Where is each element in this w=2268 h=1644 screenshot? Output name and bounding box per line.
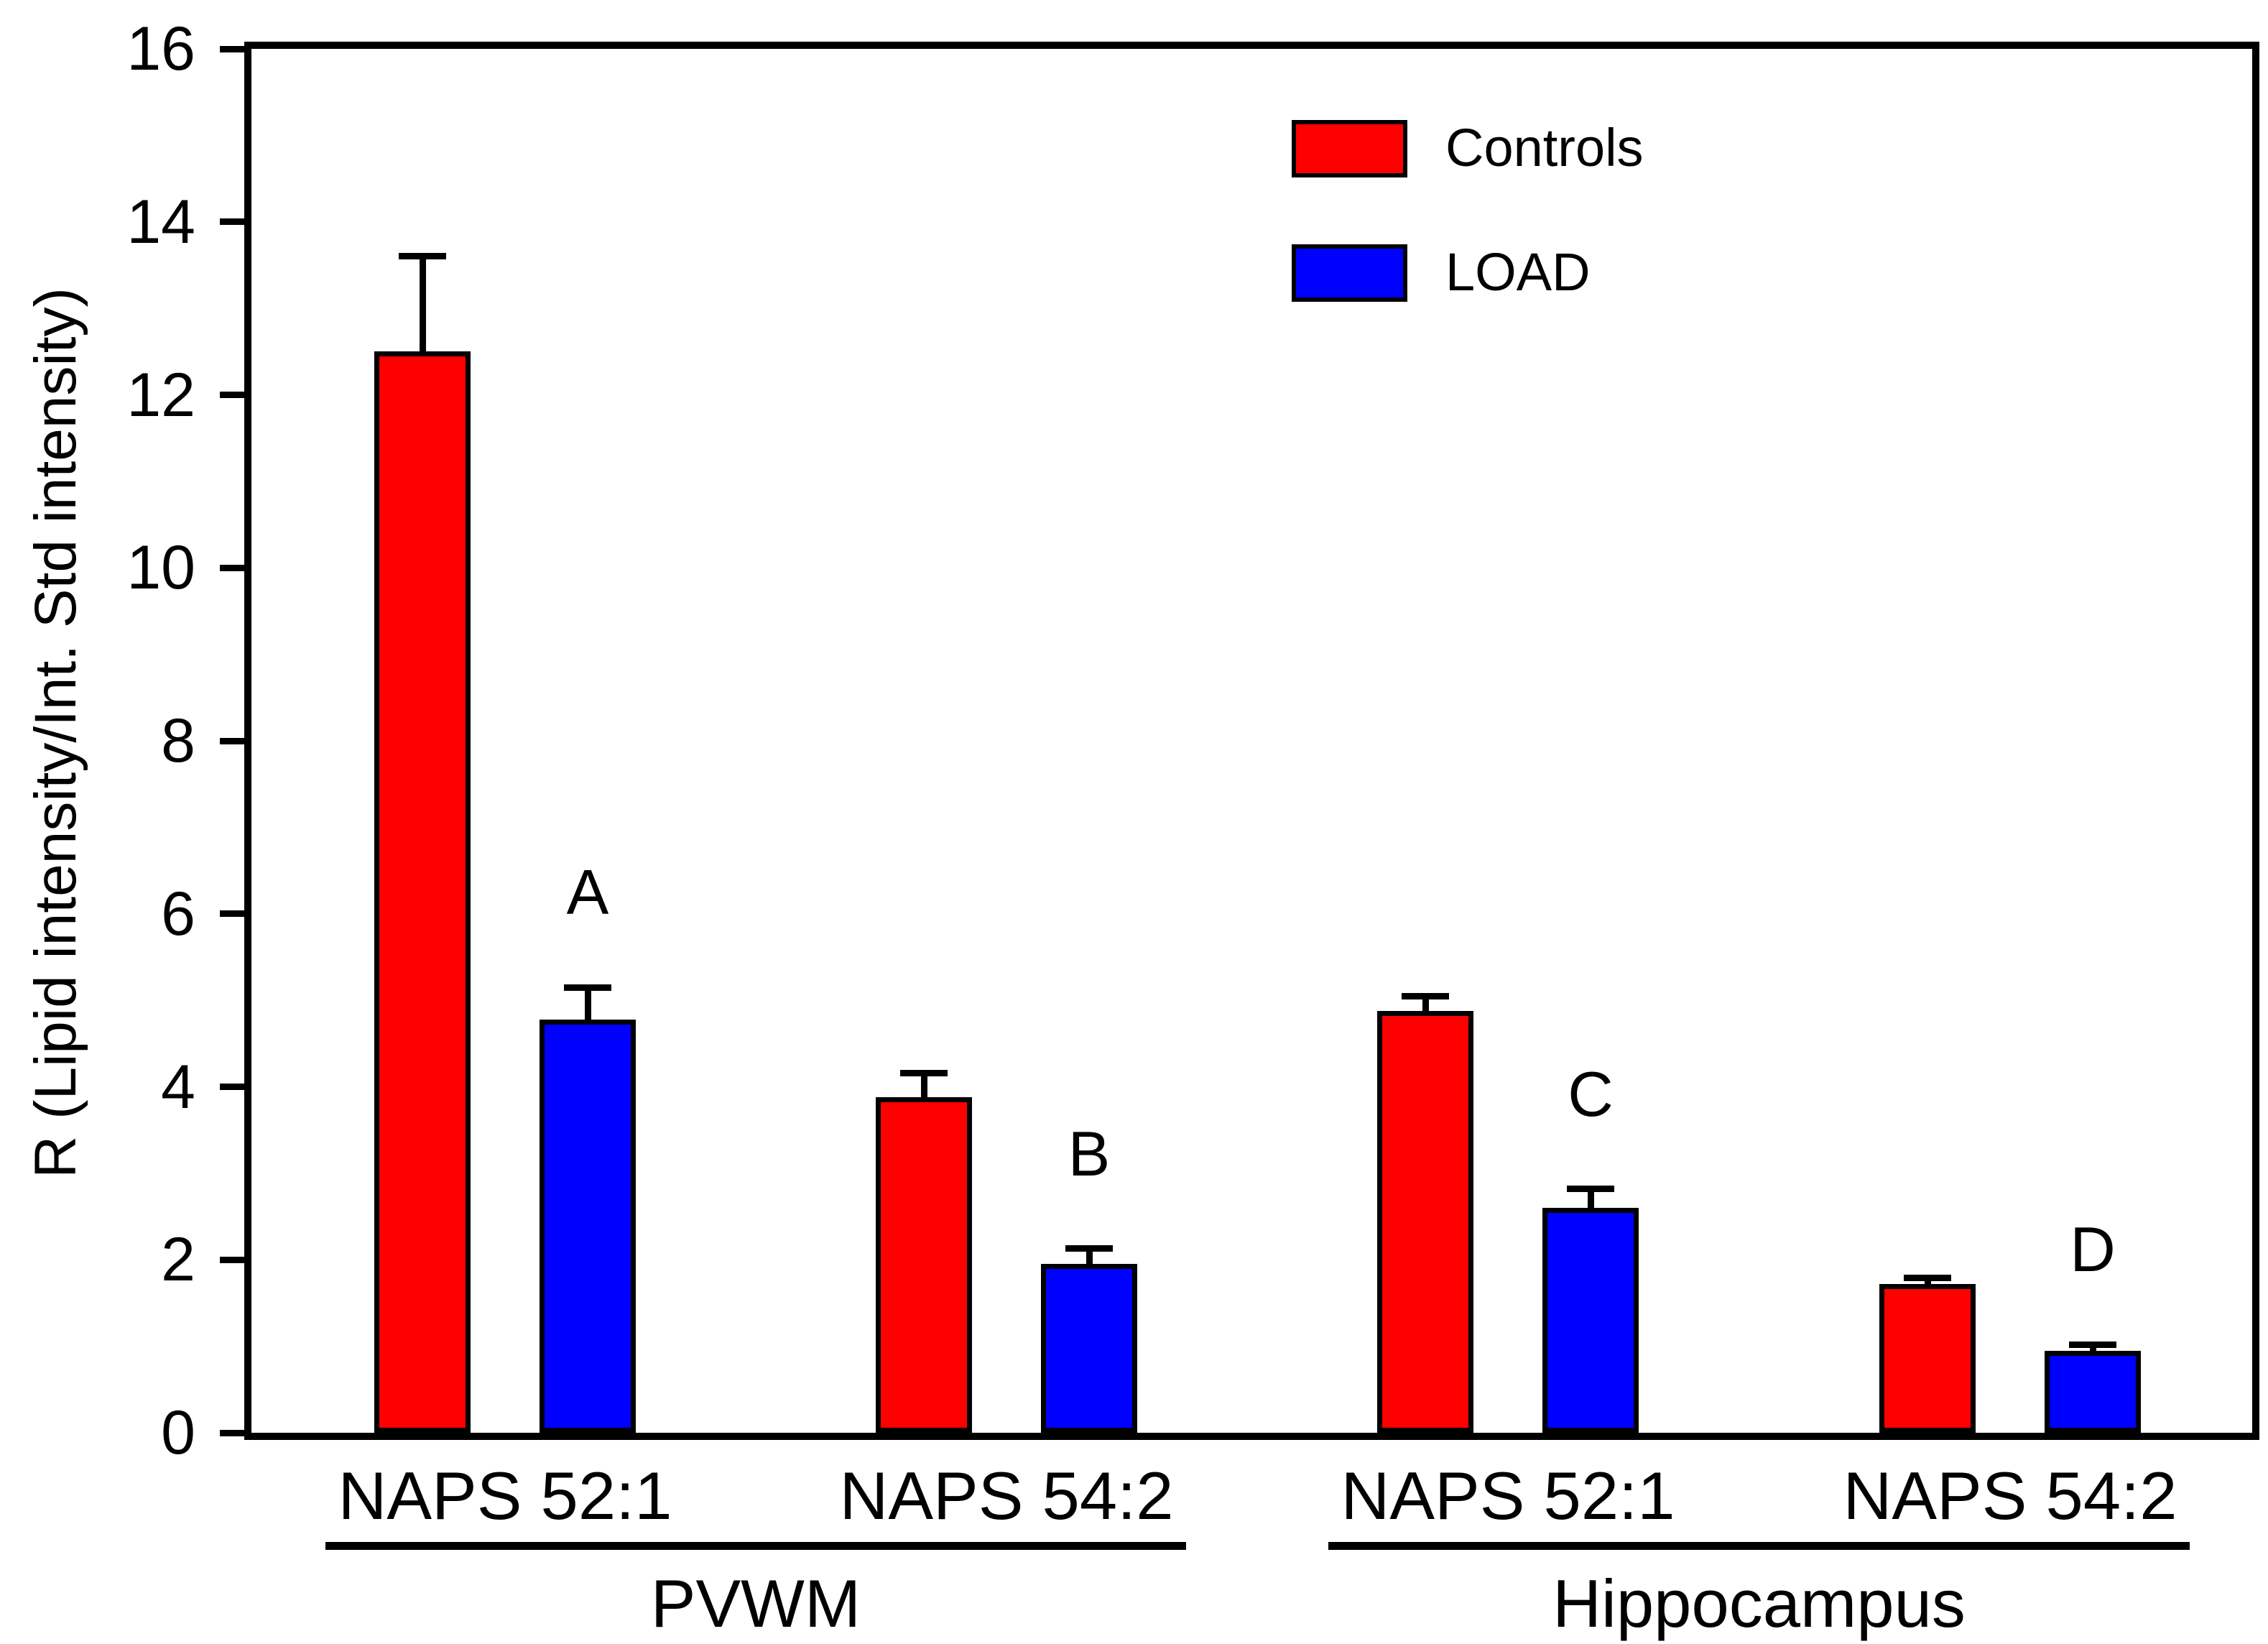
legend-swatch-load — [1292, 244, 1407, 302]
error-bar-cap — [1567, 1186, 1614, 1193]
y-axis-tick-label: 2 — [161, 1225, 195, 1295]
bar-controls-0 — [374, 351, 471, 1433]
error-bar-stem — [1587, 1188, 1594, 1208]
y-axis-tick-label: 12 — [126, 360, 195, 430]
y-axis-tick — [220, 1256, 244, 1263]
y-axis-tick — [220, 218, 244, 226]
bar-load-0 — [540, 1019, 636, 1433]
y-axis-tick-label: 6 — [161, 879, 195, 948]
significance-letter-b: B — [1068, 1117, 1111, 1189]
region-label-pvwm: PVWM — [650, 1566, 861, 1641]
y-axis-tick-label: 8 — [161, 706, 195, 775]
region-underline-hippocampus — [1328, 1542, 2190, 1550]
significance-letter-c: C — [1568, 1058, 1614, 1130]
error-bar-stem — [584, 987, 591, 1020]
y-axis-tick-label: 14 — [126, 187, 195, 257]
y-axis-tick — [220, 392, 244, 398]
category-label-3: NAPS 54:2 — [1843, 1458, 2177, 1533]
legend-swatch-controls — [1292, 120, 1407, 177]
error-bar-cap — [2069, 1341, 2116, 1348]
error-bar-cap — [399, 253, 446, 260]
y-axis-tick-label: 16 — [126, 14, 195, 83]
error-bar-cap — [1402, 992, 1449, 999]
bar-load-2 — [1542, 1208, 1639, 1433]
significance-letter-d: D — [2070, 1214, 2116, 1285]
error-bar-stem — [419, 256, 426, 352]
y-axis-tick — [220, 1429, 244, 1436]
y-axis-tick — [220, 45, 244, 52]
plot-area: 0 2 4 6 8 10 12 14 16 A B C D Controls LOAD — [126, 14, 2259, 1467]
region-underline-pvwm — [325, 1542, 1186, 1550]
legend-label-load: LOAD — [1445, 242, 1591, 302]
y-axis-tick-label: 10 — [126, 533, 195, 603]
y-axis-tick — [220, 564, 244, 571]
error-bar-cap — [1904, 1275, 1951, 1282]
category-label-2: NAPS 52:1 — [1341, 1458, 1675, 1533]
error-bar-cap — [900, 1069, 948, 1076]
y-axis-tick — [220, 737, 244, 744]
significance-letter-a: A — [566, 856, 609, 928]
category-label-1: NAPS 54:2 — [839, 1458, 1174, 1533]
bar-load-3 — [2045, 1350, 2141, 1433]
category-label-0: NAPS 52:1 — [338, 1458, 672, 1533]
error-bar-cap — [564, 984, 611, 991]
region-label-hippocampus: Hippocampus — [1552, 1566, 1966, 1641]
error-bar-stem — [920, 1073, 927, 1097]
y-axis-tick — [220, 910, 244, 918]
error-bar-stem — [1422, 996, 1429, 1011]
legend-label-controls: Controls — [1445, 118, 1644, 177]
bar-controls-1 — [876, 1096, 972, 1433]
bar-controls-3 — [1879, 1283, 1976, 1433]
bar-load-1 — [1041, 1264, 1137, 1433]
y-axis-tick-label: 4 — [161, 1052, 195, 1122]
error-bar-stem — [1086, 1248, 1093, 1265]
y-axis-tick-label: 0 — [161, 1398, 195, 1467]
bar-controls-2 — [1377, 1010, 1473, 1433]
error-bar-cap — [1065, 1245, 1113, 1252]
y-axis-tick — [220, 1084, 244, 1090]
